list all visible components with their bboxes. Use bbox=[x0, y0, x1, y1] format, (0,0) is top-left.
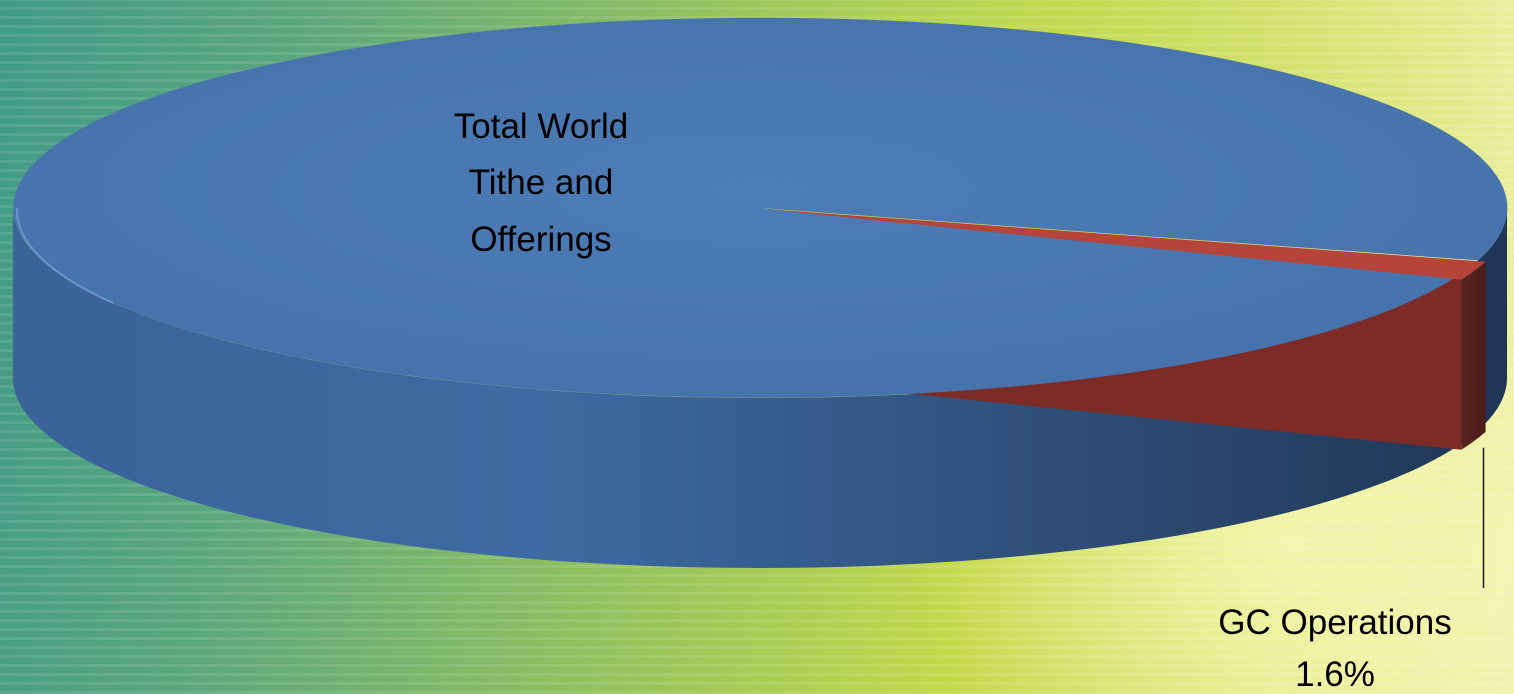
label-total-world-line2: Tithe and bbox=[469, 163, 614, 202]
slice-gc-operations bbox=[767, 209, 1486, 280]
label-gc-operations-line1: GC Operations bbox=[1218, 603, 1451, 642]
slice-gc-operations-side bbox=[1461, 261, 1486, 450]
label-total-world-line3: Offerings bbox=[470, 220, 611, 259]
pie-rim-highlight bbox=[15, 207, 114, 304]
label-total-world-line1: Total World bbox=[454, 107, 628, 146]
slice-total-world-tithe bbox=[13, 17, 1508, 398]
pie-side-wall bbox=[13, 208, 1507, 568]
label-gc-operations-line2: 1.6% bbox=[1295, 655, 1375, 694]
